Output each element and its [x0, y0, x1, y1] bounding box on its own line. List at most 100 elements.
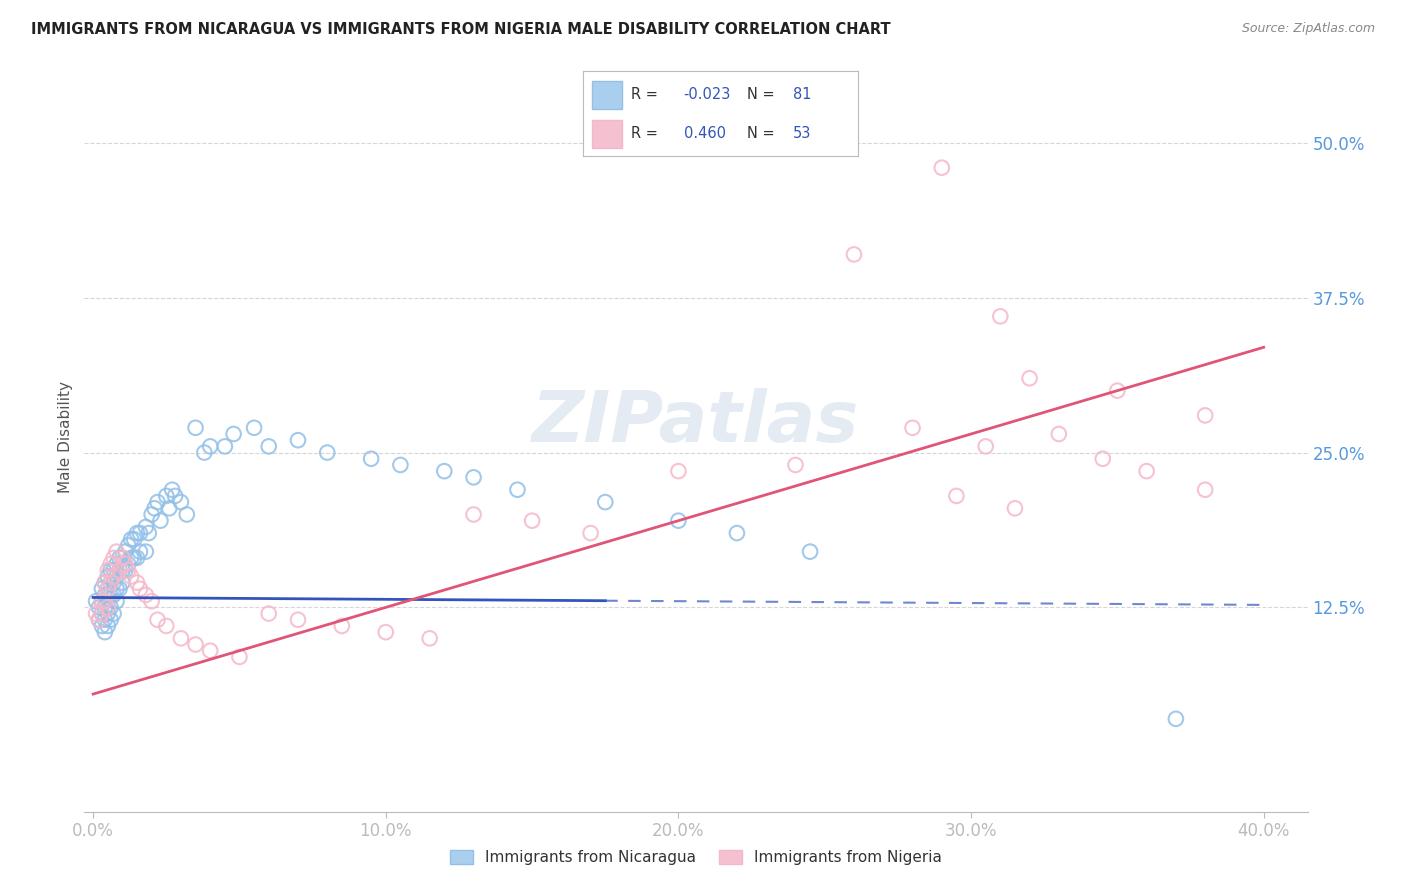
- Point: [579, 526, 602, 541]
- Point: [155, 619, 177, 633]
- Point: [360, 451, 382, 466]
- Point: [257, 439, 280, 453]
- Point: [374, 625, 396, 640]
- Point: [160, 483, 183, 497]
- Point: [94, 613, 117, 627]
- Point: [122, 550, 145, 565]
- Point: [87, 613, 110, 627]
- Point: [143, 501, 166, 516]
- Text: R =: R =: [631, 126, 664, 141]
- Point: [901, 421, 924, 435]
- Point: [120, 550, 142, 565]
- Point: [100, 575, 122, 590]
- Point: [111, 550, 134, 565]
- Point: [155, 489, 177, 503]
- Point: [100, 600, 122, 615]
- Point: [184, 638, 207, 652]
- Point: [1091, 451, 1114, 466]
- Text: N =: N =: [747, 126, 779, 141]
- Bar: [592, 80, 621, 109]
- Point: [105, 582, 128, 596]
- Point: [111, 575, 134, 590]
- Point: [100, 557, 122, 571]
- Point: [287, 433, 309, 447]
- Point: [129, 526, 152, 541]
- Point: [1194, 483, 1216, 497]
- Point: [97, 588, 120, 602]
- Point: [97, 563, 120, 577]
- Text: R =: R =: [631, 87, 664, 103]
- Point: [97, 607, 120, 621]
- Point: [463, 508, 485, 522]
- Point: [842, 247, 865, 261]
- Point: [135, 520, 157, 534]
- Point: [97, 600, 120, 615]
- Text: IMMIGRANTS FROM NICARAGUA VS IMMIGRANTS FROM NIGERIA MALE DISABILITY CORRELATION: IMMIGRANTS FROM NICARAGUA VS IMMIGRANTS …: [31, 22, 890, 37]
- Point: [1136, 464, 1159, 478]
- Point: [198, 644, 221, 658]
- Point: [799, 544, 821, 558]
- Point: [108, 563, 131, 577]
- Point: [103, 550, 125, 565]
- Point: [90, 607, 112, 621]
- Point: [120, 569, 142, 583]
- Point: [257, 607, 280, 621]
- Point: [97, 582, 120, 596]
- Point: [97, 569, 120, 583]
- Point: [316, 445, 339, 459]
- Point: [100, 613, 122, 627]
- Point: [135, 588, 157, 602]
- Point: [94, 594, 117, 608]
- Point: [90, 607, 112, 621]
- Point: [94, 575, 117, 590]
- Point: [87, 600, 110, 615]
- Point: [105, 557, 128, 571]
- Point: [114, 557, 136, 571]
- Point: [222, 427, 245, 442]
- Point: [90, 594, 112, 608]
- Bar: [592, 120, 621, 147]
- Point: [974, 439, 997, 453]
- Text: -0.023: -0.023: [683, 87, 731, 103]
- Point: [108, 582, 131, 596]
- Point: [170, 632, 193, 646]
- Point: [1164, 712, 1187, 726]
- Point: [87, 613, 110, 627]
- Point: [103, 563, 125, 577]
- Point: [725, 526, 748, 541]
- Point: [146, 613, 169, 627]
- Point: [129, 582, 152, 596]
- Point: [129, 544, 152, 558]
- Point: [125, 550, 148, 565]
- Point: [463, 470, 485, 484]
- Point: [103, 575, 125, 590]
- Point: [105, 594, 128, 608]
- Point: [122, 533, 145, 547]
- Point: [105, 544, 128, 558]
- Point: [94, 575, 117, 590]
- Point: [108, 550, 131, 565]
- Point: [165, 489, 187, 503]
- Point: [111, 550, 134, 565]
- Point: [228, 649, 250, 664]
- Point: [138, 526, 160, 541]
- Point: [125, 575, 148, 590]
- Point: [520, 514, 543, 528]
- Point: [90, 619, 112, 633]
- Point: [103, 569, 125, 583]
- Point: [1047, 427, 1070, 442]
- Point: [114, 563, 136, 577]
- Point: [433, 464, 456, 478]
- Point: [593, 495, 616, 509]
- Point: [506, 483, 529, 497]
- Point: [90, 594, 112, 608]
- Point: [108, 563, 131, 577]
- Point: [1107, 384, 1129, 398]
- Point: [170, 495, 193, 509]
- Point: [117, 557, 139, 571]
- Point: [84, 607, 107, 621]
- Point: [287, 613, 309, 627]
- Point: [184, 421, 207, 435]
- Point: [97, 582, 120, 596]
- Point: [105, 569, 128, 583]
